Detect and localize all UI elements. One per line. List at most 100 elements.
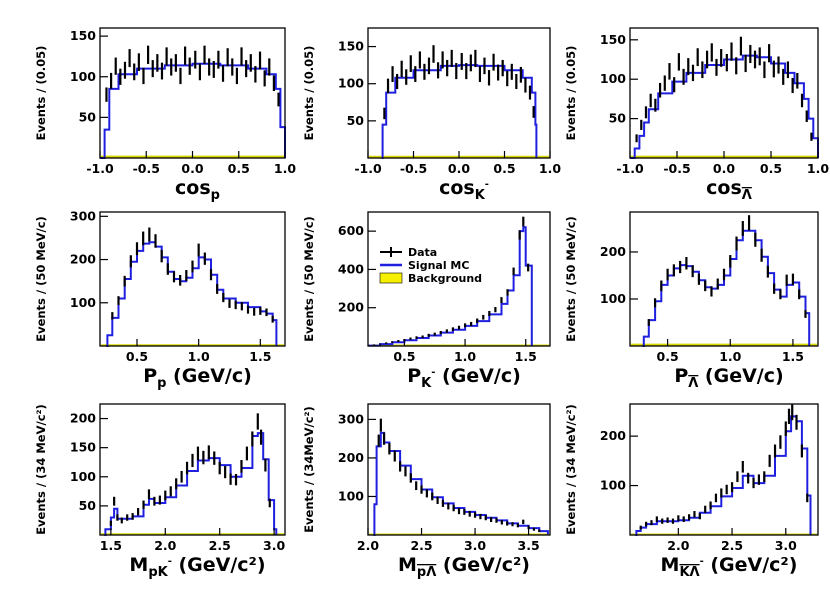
x-tick-label: 3.0 xyxy=(464,538,486,553)
x-tick-label: -0.5 xyxy=(133,161,160,176)
x-tick-label: 1.0 xyxy=(188,349,210,364)
signal-mc-line xyxy=(100,62,286,159)
plot-frame xyxy=(629,403,819,536)
legend-entry: Background xyxy=(408,272,482,285)
x-tick-label: 0.0 xyxy=(181,161,203,176)
plot-frame xyxy=(99,211,286,347)
signal-mc-line xyxy=(381,64,538,159)
y-axis-label: Events / (34 MeV/c²) xyxy=(34,404,48,535)
panel-p5: 0.5 1.0 1.5 200 400 600 Events / (50 MeV/c) PK-… xyxy=(302,211,551,391)
x-tick-label: 0.5 xyxy=(228,161,250,176)
x-axis-label: cosΛ xyxy=(706,177,752,203)
panel-p1: -1.0 -0.5 0.0 0.5 1.0 50 100 150 Events / (0.05)… xyxy=(34,27,296,203)
x-axis-label: PK- (GeV/c) xyxy=(407,365,521,391)
y-axis-label: Events / (50 MeV/c) xyxy=(564,216,578,342)
legend-bkg-swatch xyxy=(379,272,403,284)
y-axis-label: Events / (0.05) xyxy=(302,46,316,141)
plot-frame xyxy=(99,403,286,536)
panel-p6: 0.5 1.0 1.5 100 200 Events / (50 MeV/c) PΛ (Ge… xyxy=(564,211,819,391)
x-tick-label: 2.0 xyxy=(357,538,379,553)
y-tick-label: 100 xyxy=(70,469,96,484)
background-band xyxy=(101,533,284,535)
x-tick-label: 3.0 xyxy=(263,538,285,553)
signal-mc-line xyxy=(642,229,811,347)
x-axis-label: PΛ (GeV/c) xyxy=(674,365,783,391)
x-tick-label: -1.0 xyxy=(616,161,644,176)
plot-frame xyxy=(99,27,286,159)
y-tick-label: 150 xyxy=(70,440,96,455)
panel-p4: 0.5 1.0 1.5 100 200 300 Events / (50 MeV/c) Pp … xyxy=(34,208,286,391)
plot-frame xyxy=(367,403,551,536)
y-tick-label: 200 xyxy=(70,411,96,426)
signal-mc-line xyxy=(630,54,819,159)
x-axis-label: cosp xyxy=(175,177,220,203)
x-tick-label: 1.0 xyxy=(807,161,829,176)
signal-mc-line xyxy=(368,226,533,347)
y-tick-label: 300 xyxy=(338,411,364,426)
y-tick-label: 150 xyxy=(600,32,626,47)
x-tick-label: 3.0 xyxy=(775,538,797,553)
x-tick-label: -0.5 xyxy=(663,161,690,176)
plot-frame xyxy=(367,211,551,347)
y-tick-label: 200 xyxy=(600,428,626,443)
y-tick-label: 200 xyxy=(338,450,364,465)
legend-entry: Signal MC xyxy=(408,259,469,272)
y-axis-label: Events / (0.05) xyxy=(34,46,48,141)
background-band xyxy=(631,343,817,346)
x-tick-label: 2.5 xyxy=(410,538,432,553)
signal-mc-line xyxy=(635,415,812,536)
y-axis-label: Events / (50 MeV/c) xyxy=(302,216,316,342)
y-tick-label: 100 xyxy=(70,295,96,310)
y-axis-label: Events / (34MeV/c²) xyxy=(302,406,316,533)
y-tick-label: 150 xyxy=(338,39,364,54)
background-band xyxy=(369,533,549,535)
x-tick-label: 0.0 xyxy=(713,161,735,176)
y-tick-label: 300 xyxy=(70,208,96,223)
y-tick-label: 200 xyxy=(600,244,626,259)
x-axis-label: MKΛ- (GeV/c²) xyxy=(661,554,798,580)
y-tick-label: 100 xyxy=(600,71,626,86)
y-axis-label: Events / (34 MeV/c²) xyxy=(564,404,578,535)
panel-p2: -1.0 -0.5 0.0 0.5 1.0 50 100 150 Events / (0.05)… xyxy=(302,27,561,203)
signal-mc-line xyxy=(104,432,278,536)
y-axis-label: Events / (50 MeV/c) xyxy=(34,216,48,342)
y-tick-label: 400 xyxy=(338,261,364,276)
background-band xyxy=(101,344,284,346)
x-tick-label: 1.5 xyxy=(100,538,122,553)
x-tick-label: 0.0 xyxy=(448,161,470,176)
y-tick-label: 600 xyxy=(338,223,364,238)
x-tick-label: -0.5 xyxy=(400,161,427,176)
background-band xyxy=(369,344,549,346)
y-tick-label: 50 xyxy=(79,498,97,513)
y-tick-label: 100 xyxy=(600,478,626,493)
signal-mc-line xyxy=(373,431,549,536)
x-tick-label: 2.5 xyxy=(721,538,743,553)
x-tick-label: 0.5 xyxy=(657,349,679,364)
x-tick-label: 0.5 xyxy=(760,161,782,176)
y-tick-label: 100 xyxy=(338,76,364,91)
x-tick-label: 2.0 xyxy=(154,538,176,553)
x-tick-label: 0.5 xyxy=(126,349,148,364)
x-tick-label: 0.5 xyxy=(393,349,415,364)
x-tick-label: 2.0 xyxy=(667,538,689,553)
y-tick-label: 50 xyxy=(79,109,97,124)
plot-frame xyxy=(629,211,819,347)
x-tick-label: 1.5 xyxy=(249,349,271,364)
y-tick-label: 200 xyxy=(70,252,96,267)
x-tick-label: 1.0 xyxy=(539,161,561,176)
panel-p9: 2.0 2.5 3.0 100 200 Events / (34 MeV/c²) MKΛ- … xyxy=(564,403,819,580)
y-tick-label: 200 xyxy=(338,300,364,315)
x-tick-label: 1.0 xyxy=(719,349,741,364)
x-tick-label: -1.0 xyxy=(354,161,382,176)
panel-p8: 2.0 2.5 3.0 3.5 100 200 300 Events / (34MeV/c²)… xyxy=(302,403,551,580)
panel-p7: 1.5 2.0 2.5 3.0 50 100 150 200 Events / (34 MeV/… xyxy=(34,403,286,580)
x-tick-label: 3.5 xyxy=(518,538,540,553)
background-band xyxy=(631,533,817,535)
x-axis-label: Pp (GeV/c) xyxy=(143,365,252,391)
y-tick-label: 50 xyxy=(609,111,627,126)
y-tick-label: 100 xyxy=(338,488,364,503)
x-axis-label: MpK- (GeV/c²) xyxy=(129,554,265,580)
y-tick-label: 100 xyxy=(600,291,626,306)
legend-entry: Data xyxy=(408,246,437,259)
y-tick-label: 50 xyxy=(347,113,365,128)
